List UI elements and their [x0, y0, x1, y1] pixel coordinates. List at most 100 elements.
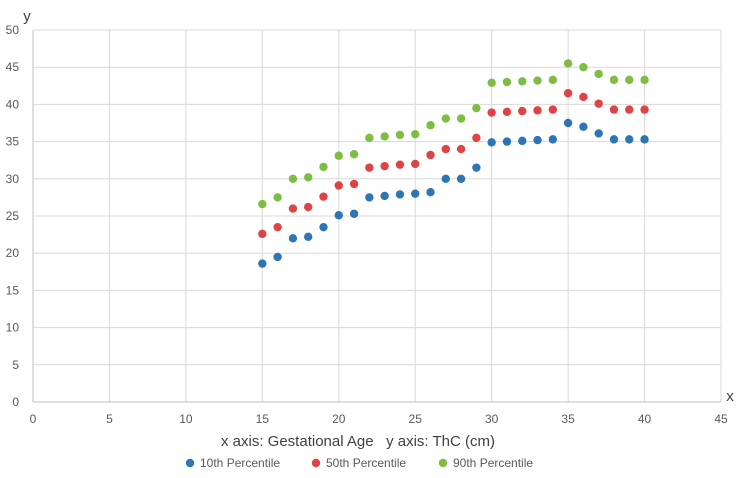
data-point [319, 222, 328, 232]
data-point [258, 259, 267, 268]
data-point [518, 77, 527, 86]
data-point [487, 78, 496, 88]
legend-marker [438, 458, 448, 468]
data-point [609, 105, 619, 114]
data-point [304, 173, 313, 182]
data-point [594, 99, 603, 108]
data-point [288, 204, 298, 213]
x-tick-label: 30 [485, 412, 499, 426]
y-tick-label: 35 [6, 135, 20, 149]
data-point [472, 103, 481, 113]
data-point [426, 150, 435, 160]
series-3 [258, 59, 649, 209]
data-point [411, 129, 420, 139]
y-tick-label: 45 [6, 60, 20, 74]
data-point [456, 114, 466, 123]
x-tick-label: 35 [561, 412, 575, 426]
legend: 10th Percentile 50th Percentile 90th Perce… [185, 456, 533, 470]
y-tick-label: 40 [6, 97, 20, 111]
data-point [609, 135, 619, 144]
legend-label: 90th Percentile [453, 456, 533, 470]
data-point [563, 59, 573, 68]
data-point [518, 136, 527, 146]
data-point [304, 232, 313, 242]
y-tick-label: 50 [6, 23, 20, 37]
data-point [258, 229, 267, 239]
data-point [258, 199, 267, 209]
data-point [487, 108, 496, 117]
data-point [563, 118, 573, 128]
y-tick-label: 5 [12, 358, 19, 372]
data-point [533, 135, 542, 145]
data-point [426, 121, 435, 130]
data-point [304, 202, 313, 212]
data-point [411, 189, 420, 198]
data-point [502, 77, 512, 87]
data-point [579, 92, 588, 102]
y-tick-label: 20 [6, 246, 20, 260]
legend-marker [185, 458, 195, 468]
data-point [334, 181, 343, 190]
data-point [349, 150, 359, 159]
legend-item: 10th Percentile [185, 456, 280, 470]
data-point [472, 133, 481, 143]
x-tick-label: 0 [30, 412, 37, 426]
series-1 [258, 118, 649, 268]
data-point [640, 75, 649, 85]
legend-label: 50th Percentile [326, 456, 406, 470]
legend-item: 50th Percentile [311, 456, 406, 470]
data-point [625, 105, 634, 114]
y-axis-corner-label: y [23, 8, 31, 25]
data-point [273, 252, 282, 262]
data-point [334, 151, 343, 160]
data-points [258, 59, 649, 268]
data-point [518, 106, 527, 116]
data-point [319, 162, 328, 172]
data-point [456, 174, 466, 183]
y-tick-label: 25 [6, 209, 20, 223]
data-point [640, 135, 649, 144]
data-point [579, 122, 588, 131]
y-tick-label: 15 [6, 283, 20, 297]
data-point [441, 114, 450, 123]
data-point [395, 160, 405, 169]
data-point [441, 174, 450, 183]
data-point [548, 135, 558, 144]
legend-marker [311, 458, 321, 468]
data-point [349, 179, 359, 189]
x-tick-label: 5 [106, 412, 113, 426]
data-point [349, 209, 359, 218]
data-point [380, 191, 389, 201]
y-tick-label: 0 [12, 395, 19, 409]
series-2 [258, 89, 649, 239]
y-tick-label: 10 [6, 321, 20, 335]
data-point [502, 107, 512, 117]
data-point [533, 106, 542, 115]
data-point [319, 192, 328, 201]
data-point [288, 234, 298, 243]
x-tick-label: 45 [714, 412, 728, 426]
legend-item: 90th Percentile [438, 456, 533, 470]
data-point [411, 159, 420, 169]
data-point [472, 163, 481, 172]
x-tick-label: 25 [409, 412, 423, 426]
gridlines [33, 29, 722, 402]
data-point [273, 193, 282, 202]
data-point [625, 75, 634, 85]
data-point [380, 161, 389, 171]
data-point [487, 138, 496, 147]
data-point [640, 105, 649, 114]
data-point [533, 76, 542, 85]
data-point [456, 144, 466, 154]
data-point [441, 144, 450, 154]
data-point [426, 187, 435, 197]
x-tick-labels: 0 5 10 15 20 25 30 35 40 45 [30, 412, 728, 426]
data-point [395, 130, 405, 140]
data-point [365, 193, 374, 202]
data-point [380, 132, 389, 141]
data-point [548, 105, 558, 114]
x-tick-label: 10 [179, 412, 193, 426]
axis-caption: x axis: Gestational Age y axis: ThC (cm) [221, 433, 495, 450]
data-point [609, 75, 619, 85]
